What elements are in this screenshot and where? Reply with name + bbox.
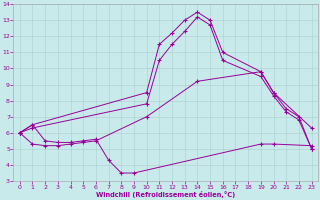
X-axis label: Windchill (Refroidissement éolien,°C): Windchill (Refroidissement éolien,°C) <box>96 191 235 198</box>
